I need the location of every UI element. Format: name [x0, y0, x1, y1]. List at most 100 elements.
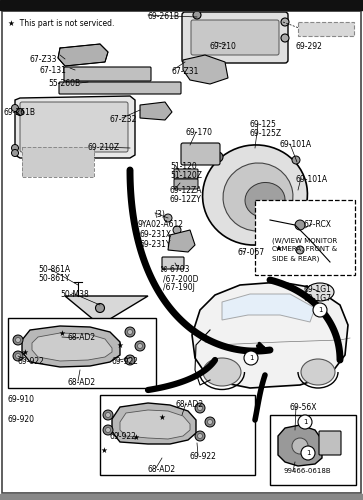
- Text: 69-101A: 69-101A: [280, 140, 312, 149]
- Text: 69-261B: 69-261B: [3, 108, 35, 117]
- Ellipse shape: [203, 145, 307, 245]
- Text: 69-210Z: 69-210Z: [88, 143, 120, 152]
- Text: 99466-0618B: 99466-0618B: [283, 468, 331, 474]
- FancyBboxPatch shape: [191, 20, 279, 55]
- Text: 68-AD2: 68-AD2: [175, 400, 203, 409]
- Circle shape: [16, 338, 20, 342]
- Polygon shape: [112, 403, 196, 444]
- Ellipse shape: [245, 182, 285, 218]
- Circle shape: [16, 354, 20, 358]
- Circle shape: [197, 406, 203, 410]
- Polygon shape: [222, 294, 315, 322]
- Circle shape: [193, 11, 201, 19]
- Bar: [0, 494, 363, 500]
- Circle shape: [127, 358, 132, 362]
- FancyBboxPatch shape: [162, 257, 184, 269]
- Circle shape: [173, 226, 181, 234]
- Text: ★: ★: [21, 348, 28, 356]
- Text: /67-190J: /67-190J: [163, 283, 195, 292]
- FancyBboxPatch shape: [181, 143, 220, 165]
- Text: (3): (3): [154, 210, 165, 219]
- Polygon shape: [168, 230, 195, 252]
- Bar: [100, 395, 255, 475]
- Text: 69-170: 69-170: [185, 128, 212, 137]
- Polygon shape: [140, 102, 172, 120]
- Text: 1: 1: [303, 419, 307, 425]
- Text: 69-1G1: 69-1G1: [303, 285, 331, 294]
- Circle shape: [292, 438, 308, 454]
- Ellipse shape: [306, 283, 334, 301]
- FancyBboxPatch shape: [59, 82, 181, 94]
- Polygon shape: [15, 96, 135, 158]
- Text: 69-56X: 69-56X: [289, 403, 317, 412]
- Circle shape: [106, 428, 110, 432]
- Polygon shape: [278, 425, 322, 466]
- Text: 68-AD2: 68-AD2: [148, 465, 176, 474]
- Circle shape: [103, 425, 113, 435]
- Text: 67-Z31: 67-Z31: [172, 67, 199, 76]
- Text: ★: ★: [159, 412, 166, 422]
- Polygon shape: [120, 410, 190, 439]
- Text: 69-125Z: 69-125Z: [249, 129, 281, 138]
- Bar: [8, 318, 156, 388]
- Circle shape: [13, 351, 23, 361]
- FancyBboxPatch shape: [174, 169, 198, 179]
- Text: 55-260B: 55-260B: [48, 79, 80, 88]
- Text: 67-Z32: 67-Z32: [110, 115, 137, 124]
- Text: 67-131: 67-131: [40, 66, 67, 75]
- Text: 69-292: 69-292: [295, 42, 322, 51]
- Text: SIDE & REAR): SIDE & REAR): [272, 255, 319, 262]
- Circle shape: [195, 431, 205, 441]
- Circle shape: [296, 246, 304, 254]
- Text: 69-261B: 69-261B: [148, 12, 180, 21]
- Text: 67-Z33: 67-Z33: [30, 55, 57, 64]
- Text: 68-AD2: 68-AD2: [68, 333, 96, 342]
- Text: 69-922: 69-922: [190, 452, 217, 461]
- Polygon shape: [65, 296, 148, 325]
- Text: (W/VIEW MONITOR: (W/VIEW MONITOR: [272, 237, 337, 244]
- Text: 69-231X: 69-231X: [140, 230, 172, 239]
- Circle shape: [244, 351, 258, 365]
- Ellipse shape: [203, 358, 241, 386]
- Text: ★: ★: [101, 446, 107, 454]
- Circle shape: [106, 412, 110, 418]
- Text: 69-922: 69-922: [110, 432, 137, 441]
- Text: 51-120: 51-120: [170, 162, 197, 171]
- Text: 69-125: 69-125: [249, 120, 276, 129]
- Circle shape: [205, 417, 215, 427]
- Bar: [22, 147, 94, 177]
- Circle shape: [281, 34, 289, 42]
- Bar: [270, 415, 356, 485]
- Circle shape: [301, 446, 315, 460]
- FancyBboxPatch shape: [174, 179, 198, 189]
- Circle shape: [281, 18, 289, 26]
- Text: 67-067: 67-067: [238, 248, 265, 257]
- Text: 69-920: 69-920: [8, 415, 35, 424]
- Circle shape: [13, 335, 23, 345]
- Text: ★: ★: [58, 328, 65, 338]
- Circle shape: [103, 410, 113, 420]
- Circle shape: [197, 434, 203, 438]
- Circle shape: [313, 303, 327, 317]
- FancyBboxPatch shape: [298, 22, 354, 36]
- Bar: [255, 200, 355, 275]
- Circle shape: [138, 344, 143, 348]
- Text: ★: ★: [117, 340, 123, 349]
- Text: 1: 1: [249, 355, 253, 361]
- Circle shape: [12, 150, 19, 156]
- Text: 51-120Z: 51-120Z: [170, 171, 202, 180]
- Text: 50-M38: 50-M38: [60, 290, 89, 299]
- Text: /67-200D: /67-200D: [163, 274, 199, 283]
- Text: 69-922: 69-922: [18, 357, 45, 366]
- Circle shape: [95, 304, 105, 312]
- Text: 69-910: 69-910: [8, 395, 35, 404]
- Circle shape: [213, 152, 223, 162]
- Circle shape: [12, 104, 19, 112]
- Circle shape: [298, 415, 312, 429]
- Text: 69-12ZY: 69-12ZY: [170, 195, 202, 204]
- Text: 69-12ZA: 69-12ZA: [170, 186, 203, 195]
- Circle shape: [208, 420, 212, 424]
- Bar: [22, 147, 94, 177]
- Text: 68-AD2: 68-AD2: [68, 378, 96, 387]
- Text: 69-1G7: 69-1G7: [303, 294, 331, 303]
